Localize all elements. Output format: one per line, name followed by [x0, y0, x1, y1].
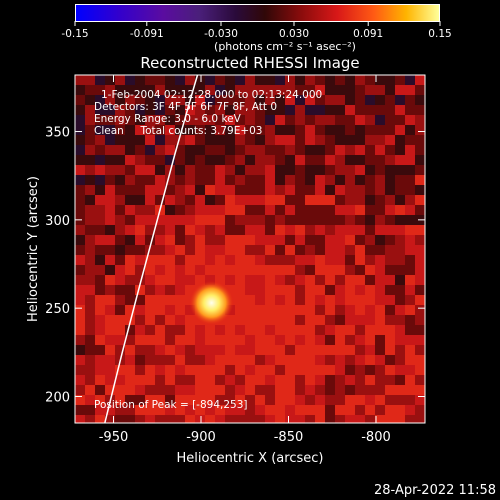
annotation-time-range: 1-Feb-2004 02:12:28.000 to 02:13:24.000 — [101, 89, 322, 101]
y-axis-label: Heliocentric Y (arcsec) — [26, 176, 41, 322]
x-axis: -950 -900 -850 -800 — [99, 75, 391, 445]
y-tick-label: 300 — [45, 214, 70, 229]
annotation-detectors: Detectors: 3F 4F 5F 6F 7F 8F, Att 0 — [94, 101, 277, 113]
chart-title: Reconstructed RHESSI Image — [140, 54, 359, 72]
y-tick-label: 250 — [45, 302, 70, 317]
y-axis: 200 250 300 350 — [45, 126, 425, 406]
colorbar-tick-label: -0.15 — [61, 28, 88, 40]
colorbar-gradient — [75, 4, 440, 22]
x-tick-label: -900 — [186, 430, 216, 445]
x-tick-label: -850 — [274, 430, 304, 445]
colorbar-tick-label: 0.091 — [353, 28, 383, 40]
annotation-clean-counts: Clean Total counts: 3.79E+03 — [94, 125, 263, 137]
date-stamp: 28-Apr-2022 11:58 — [374, 483, 496, 498]
colorbar-tick-label: -0.030 — [204, 28, 238, 40]
x-tick-label: -800 — [361, 430, 391, 445]
colorbar-units-label: (photons cm⁻² s⁻¹ asec⁻²) — [214, 40, 356, 53]
x-tick-label: -950 — [99, 430, 129, 445]
y-tick-label: 350 — [45, 126, 70, 141]
colorbar-axis: -0.15 -0.091 -0.030 0.030 0.091 0.15 — [61, 21, 452, 40]
x-axis-label: Heliocentric X (arcsec) — [177, 451, 324, 466]
annotation-peak-position: Position of Peak = [-894,253] — [94, 399, 248, 411]
heatmap-image — [75, 75, 425, 423]
plot-frame — [74, 74, 426, 424]
y-tick-label: 200 — [45, 391, 70, 406]
colorbar-tick-label: -0.091 — [130, 28, 164, 40]
colorbar-tick-label: 0.15 — [428, 28, 451, 40]
peak-source — [189, 280, 234, 325]
solar-limb-curve — [104, 75, 199, 423]
colorbar-tick-label: 0.030 — [279, 28, 309, 40]
annotation-energy-range: Energy Range: 3.0 - 6.0 keV — [94, 113, 242, 125]
